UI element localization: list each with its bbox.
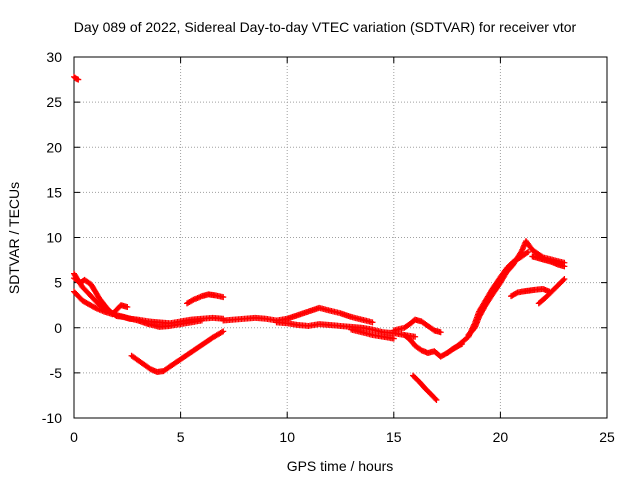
series-arc-mid-4 [390,316,444,336]
tick-labels: 0 5 10 15 20 25 -10 -5 0 5 10 15 20 25 30 [42,49,615,445]
data-point [561,263,568,270]
series-arc-dip [128,328,227,375]
data-point [513,290,520,297]
x-tick-label: 10 [279,429,295,445]
y-tick-label: -10 [42,410,62,426]
data-point [124,303,131,310]
data-point [91,304,98,311]
data-marks [71,73,568,403]
x-axis-title: GPS time / hours [287,458,394,474]
data-point [369,319,376,326]
data-point [220,328,227,335]
data-point [560,277,567,284]
series-arc-early-3 [71,288,131,318]
data-point [390,335,397,342]
data-point [525,248,532,255]
x-tick-label: 15 [386,429,402,445]
data-point [198,317,205,324]
y-tick-label: -5 [50,365,63,381]
y-tick-label: 10 [46,230,62,246]
series-arc-late-3 [529,253,568,270]
series-arc-mid-3 [348,326,397,342]
data-point [189,297,196,304]
x-tick-label: 20 [493,429,509,445]
y-tick-label: 20 [46,139,62,155]
data-point [523,249,530,256]
y-tick-label: 30 [46,49,62,65]
data-point [561,276,568,283]
x-tick-label: 5 [177,429,185,445]
y-axis-title: SDTVAR / TECUs [6,182,22,294]
series-arc-low [409,372,440,403]
data-point [218,329,225,336]
data-point [432,395,439,402]
x-tick-label: 25 [599,429,615,445]
axis-ticks [73,56,608,419]
series-arc-start-high [71,73,82,83]
y-tick-label: 25 [46,94,62,110]
y-tick-label: 5 [54,275,62,291]
y-tick-label: 0 [54,320,62,336]
data-point [433,396,440,403]
series-arc-late-1 [508,285,553,300]
data-point [437,329,444,336]
series-arc-mid-1 [220,304,376,326]
series-arc-late-2 [535,276,568,307]
series-arc-early-2 [71,275,205,330]
series-arc-hump [183,291,227,307]
grid-lines [74,57,607,418]
x-tick-label: 0 [70,429,78,445]
data-point [220,294,227,301]
data-point [412,333,419,340]
y-tick-label: 15 [46,184,62,200]
chart-title: Day 089 of 2022, Sidereal Day-to-day VTE… [74,19,577,35]
data-point [75,76,82,83]
